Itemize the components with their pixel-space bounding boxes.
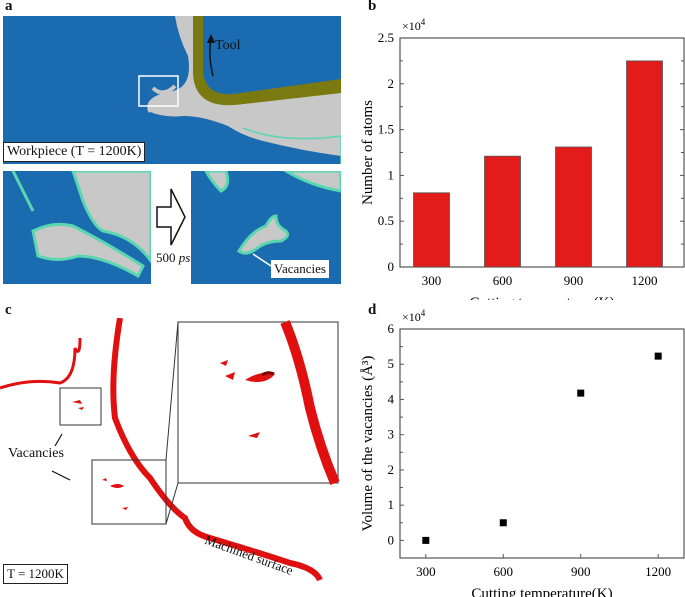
y-tick-label: 3	[388, 427, 395, 442]
time-label: 500 ps	[156, 250, 190, 266]
zoom-before-image	[3, 171, 151, 284]
bar-900	[555, 146, 592, 268]
y-axis-label: Number of atoms	[360, 100, 376, 205]
multiplier-base: ×10	[402, 19, 421, 33]
time-arrow-icon	[156, 188, 186, 246]
y-tick-label: 6	[388, 321, 395, 336]
panel-label-d: d	[368, 302, 377, 318]
y-tick-label: 0	[388, 259, 395, 274]
y-tick-label: 5	[388, 356, 395, 371]
time-unit: ps	[178, 250, 191, 265]
x-tick-label: 600	[493, 273, 513, 288]
data-point-600	[499, 519, 507, 527]
y-tick-label: 2	[388, 76, 395, 91]
bar-600	[484, 155, 521, 268]
panel-label-b: b	[368, 0, 377, 14]
bar-300	[413, 192, 450, 268]
workpiece-label: Workpiece (T = 1200K)	[3, 142, 146, 162]
time-value: 500	[156, 250, 176, 265]
panel-label-c: c	[5, 302, 12, 318]
machined-surface-image	[0, 318, 340, 582]
x-tick-label: 1200	[645, 564, 671, 579]
axis-multiplier: ×104	[402, 17, 426, 33]
x-tick-label: 900	[564, 273, 584, 288]
y-tick-label: 2	[388, 462, 395, 477]
data-point-900	[577, 389, 585, 397]
panel-label-a: a	[5, 0, 13, 14]
x-tick-label: 1200	[632, 273, 658, 288]
workpiece-simulation-image	[3, 16, 341, 164]
multiplier-exponent: 4	[421, 308, 426, 318]
temperature-label: T = 1200K	[3, 564, 68, 584]
y-tick-label: 1	[388, 497, 395, 512]
vacancies-label-c: Vacancies	[8, 446, 64, 461]
tool-label: Tool	[215, 38, 241, 53]
x-axis-label: Cutting temperature (K)	[470, 295, 615, 300]
multiplier-exponent: 4	[421, 17, 426, 27]
bar-chart-atoms: ×104 Cutting temperature (K) Number of ato…	[360, 17, 685, 300]
vacancies-label-a: Vacancies	[271, 260, 329, 278]
axis-multiplier: ×104	[402, 308, 426, 324]
x-tick-label: 900	[571, 564, 591, 579]
plot-frame	[399, 328, 685, 559]
bar-1200	[626, 60, 663, 268]
y-axis-label: Volume of the vacancies (Å³)	[360, 356, 376, 532]
data-point-1200	[654, 352, 662, 360]
y-tick-label: 0	[388, 532, 395, 547]
multiplier-base: ×10	[402, 310, 421, 324]
x-axis-label: Cutting temperature(K)	[471, 586, 612, 597]
y-tick-label: 0.5	[378, 213, 394, 228]
x-tick-label: 600	[494, 564, 514, 579]
y-tick-label: 1	[388, 167, 395, 182]
data-point-300	[422, 536, 430, 544]
x-tick-label: 300	[416, 564, 436, 579]
y-tick-label: 1.5	[378, 122, 394, 137]
y-tick-label: 2.5	[378, 30, 394, 45]
x-tick-label: 300	[422, 273, 442, 288]
y-tick-label: 4	[388, 391, 395, 406]
